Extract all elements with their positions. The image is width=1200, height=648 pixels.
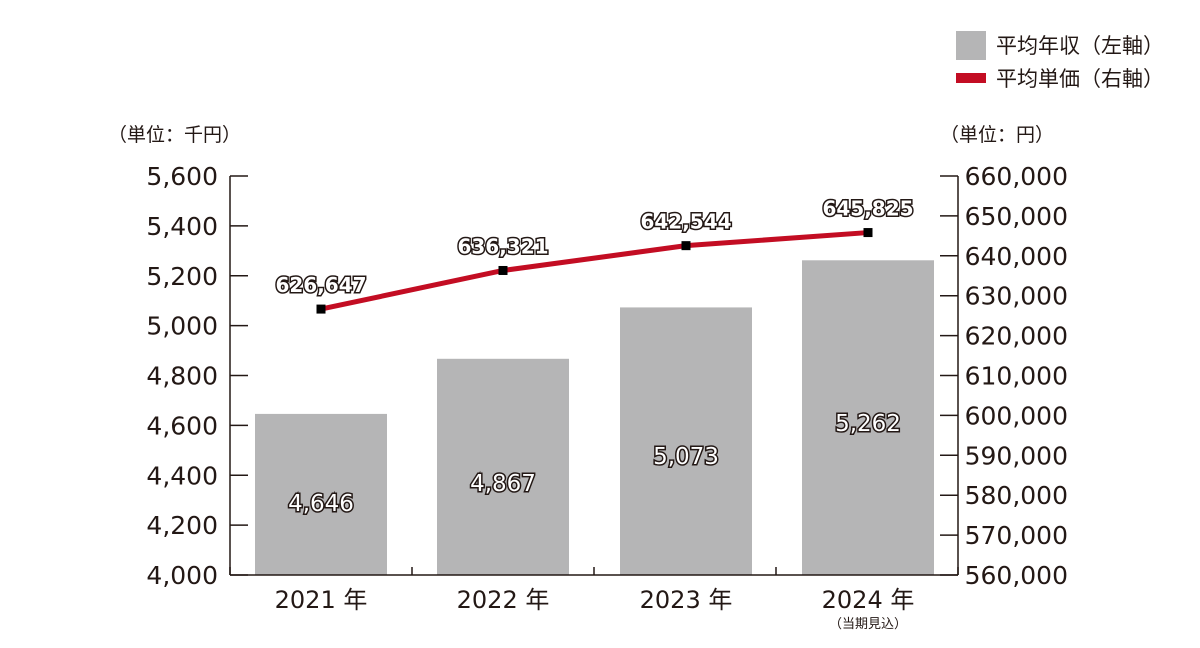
right-tick-label: 610,000 [965, 362, 1068, 391]
legend-swatch-bar [956, 31, 986, 60]
right-axis-unit: （単位：円） [940, 124, 1054, 146]
bar-2 [437, 358, 569, 575]
x-tick-label: 2022 年 [457, 586, 550, 614]
left-axis-unit: （単位：千円） [108, 124, 241, 146]
line-point-2 [498, 265, 508, 275]
line-point-4 [863, 228, 873, 238]
right-tick-label: 650,000 [965, 202, 1068, 231]
right-tick-label: 590,000 [965, 441, 1068, 470]
left-tick-label: 5,600 [146, 162, 218, 191]
left-tick-label: 4,600 [146, 411, 218, 440]
legend: 平均年収（左軸） 平均単価（右軸） [956, 31, 1164, 91]
right-tick-label: 630,000 [965, 282, 1068, 311]
right-tick-label: 600,000 [965, 401, 1068, 430]
left-tick-label: 4,800 [146, 362, 218, 391]
right-tick-label: 660,000 [965, 162, 1068, 191]
bar-value-label-3: 5,073 [653, 444, 719, 470]
bar-3 [620, 307, 752, 575]
bar-4 [802, 260, 934, 575]
right-tick-label: 580,000 [965, 481, 1068, 510]
left-tick-label: 4,400 [146, 461, 218, 490]
right-tick-label: 620,000 [965, 322, 1068, 351]
legend-swatch-line [956, 73, 986, 83]
bar-value-label-1: 4,646 [288, 491, 354, 517]
line-point-1 [316, 304, 326, 314]
line-value-label-4: 645,825 [822, 197, 913, 221]
bar-value-label-4: 5,262 [835, 411, 901, 437]
right-tick-label: 570,000 [965, 521, 1068, 550]
bars [255, 260, 934, 575]
x-tick-label: 2024 年 [822, 586, 915, 614]
left-tick-label: 5,000 [146, 312, 218, 341]
legend-label-line: 平均単価（右軸） [996, 67, 1164, 91]
line-point-3 [681, 241, 691, 251]
line-value-label-3: 642,544 [640, 210, 731, 234]
bar-1 [255, 413, 387, 575]
x-tick-label: 2023 年 [640, 586, 733, 614]
legend-label-bar: 平均年収（左軸） [996, 34, 1164, 58]
axes: 4,000 4,200 4,400 4,600 4,800 5,000 5,200 5,400… [146, 162, 1068, 632]
line-series-path [318, 230, 871, 312]
line-value-label-1: 626,647 [275, 273, 366, 297]
left-tick-label: 4,200 [146, 511, 218, 540]
right-tick-label: 560,000 [965, 561, 1068, 590]
data-labels: 626,647 636,321 642,544 645,825 4,646 4,867 5,… [274, 195, 915, 518]
left-tick-label: 4,000 [146, 561, 218, 590]
bar-value-label-2: 4,867 [470, 471, 536, 497]
right-tick-label: 640,000 [965, 242, 1068, 271]
line-value-label-2: 636,321 [457, 234, 548, 258]
left-tick-label: 5,400 [146, 212, 218, 241]
x-category-note: （当期見込） [829, 617, 907, 632]
left-tick-label: 5,200 [146, 262, 218, 291]
x-tick-label: 2021 年 [275, 586, 368, 614]
line-series [316, 228, 873, 314]
